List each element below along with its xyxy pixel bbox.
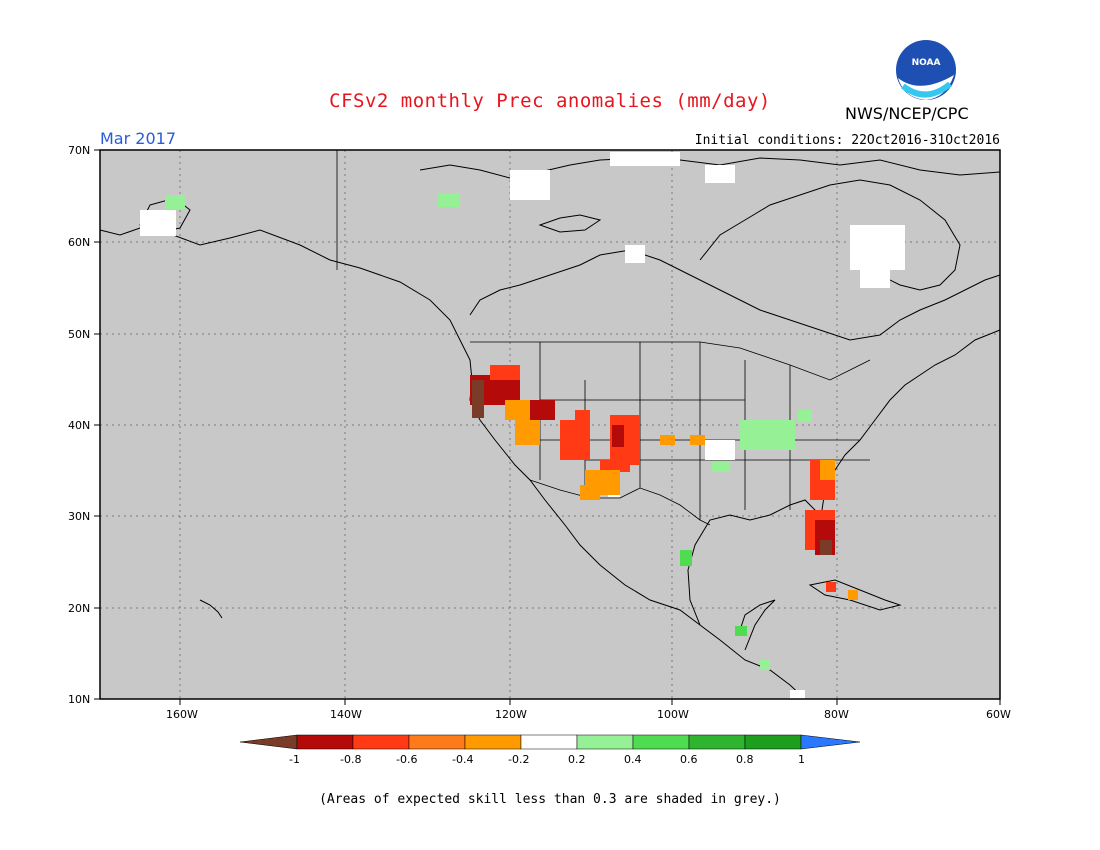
colorbar-label: 0.6 xyxy=(680,753,698,766)
initial-conditions: Initial conditions: 22Oct2016-31Oct2016 xyxy=(694,133,1000,148)
lat-label: 50N xyxy=(68,328,91,341)
lon-label: 120W xyxy=(495,708,527,721)
colorbar-segment xyxy=(464,734,522,750)
colorbar-segment xyxy=(408,734,466,750)
noaa-logo-text: NOAA xyxy=(912,58,941,68)
lat-label: 60N xyxy=(68,236,91,249)
colorbar-segment xyxy=(688,734,746,750)
lat-label: 40N xyxy=(68,419,91,432)
noaa-logo: NOAA xyxy=(896,40,956,100)
lat-label: 70N xyxy=(68,144,91,157)
anomaly-wet-areas xyxy=(165,193,812,670)
colorbar-segment xyxy=(296,734,354,750)
colorbar-label: -0.6 xyxy=(396,753,418,766)
lat-label: 20N xyxy=(68,602,91,615)
color-bar xyxy=(239,734,861,750)
colorbar-label: -0.4 xyxy=(452,753,474,766)
colorbar-segment xyxy=(744,734,802,750)
colorbar-label: -1 xyxy=(289,753,300,766)
colorbar-arrow-left xyxy=(239,734,298,750)
lon-label: 140W xyxy=(330,708,362,721)
skill-footnote: (Areas of expected skill less than 0.3 a… xyxy=(319,792,781,807)
map-gridlines xyxy=(100,150,1000,699)
colorbar-label: -0.8 xyxy=(340,753,362,766)
colorbar-segment xyxy=(576,734,634,750)
colorbar-label: 0.2 xyxy=(568,753,586,766)
colorbar-label: -0.2 xyxy=(508,753,530,766)
colorbar-segment xyxy=(520,734,578,750)
colorbar-arrow-right xyxy=(800,734,861,750)
lon-label: 100W xyxy=(657,708,689,721)
organization-label: NWS/NCEP/CPC xyxy=(845,104,969,123)
axis-ticks xyxy=(94,149,1001,705)
lon-label: 80W xyxy=(824,708,849,721)
lat-label: 10N xyxy=(68,693,91,706)
lon-label: 160W xyxy=(166,708,198,721)
lat-label: 30N xyxy=(68,510,91,523)
anomaly-dry-areas xyxy=(470,365,858,600)
lon-label: 60W xyxy=(986,708,1011,721)
colorbar-label: 0.8 xyxy=(736,753,754,766)
forecast-period: Mar 2017 xyxy=(100,129,176,148)
colorbar-label: 1 xyxy=(798,753,805,766)
map-title: CFSv2 monthly Prec anomalies (mm/day) xyxy=(329,90,771,112)
colorbar-label: 0.4 xyxy=(624,753,642,766)
colorbar-segment xyxy=(632,734,690,750)
colorbar-segment xyxy=(352,734,410,750)
